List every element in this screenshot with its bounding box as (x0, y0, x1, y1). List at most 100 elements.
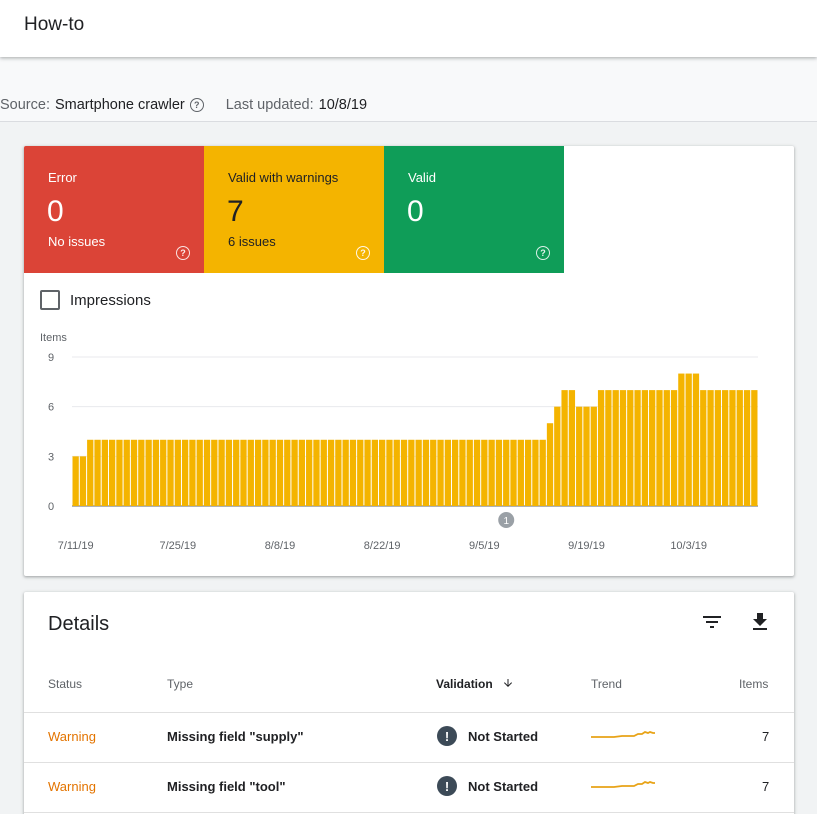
last-updated-label: Last updated: (225, 97, 314, 113)
items-cell: 7 (762, 779, 770, 794)
bar (568, 390, 576, 506)
bar (495, 439, 503, 506)
bar (364, 439, 371, 506)
bar (247, 439, 254, 506)
column-validation[interactable]: Validation (436, 677, 514, 691)
help-icon[interactable]: ? (176, 246, 190, 260)
impressions-toggle[interactable]: Impressions (40, 290, 151, 310)
bar (678, 373, 685, 506)
divider (24, 712, 794, 713)
help-icon[interactable]: ? (536, 246, 550, 260)
tile-label: Valid with warnings (228, 170, 339, 185)
bar (685, 373, 692, 506)
x-tick-label: 7/11/19 (58, 540, 94, 552)
x-tick-label: 10/3/19 (670, 540, 707, 552)
source-value: Smartphone crawler (54, 97, 185, 113)
bar (152, 439, 160, 506)
bar (546, 423, 554, 506)
bar (203, 439, 211, 506)
items-chart: Items 0 3 6 9 1 7/11/19 7/25/19 8/8/19 8/22/19 9/5… (40, 332, 758, 552)
bar (284, 439, 291, 506)
bar (561, 390, 568, 506)
bar (612, 390, 619, 506)
tile-valid[interactable]: Valid 0 ? (384, 146, 564, 273)
y-axis-label: Items (40, 332, 67, 344)
divider (24, 762, 794, 763)
y-tick-label: 6 (48, 402, 54, 414)
bar (670, 390, 678, 506)
info-bar: Source: Smartphone crawler ? Last update… (0, 57, 817, 122)
tile-error[interactable]: Error 0 No issues ? (24, 146, 204, 273)
bar (714, 390, 722, 506)
bar (167, 439, 174, 506)
bar (291, 439, 298, 506)
tile-valid-with-warnings[interactable]: Valid with warnings 7 6 issues ? (204, 146, 384, 273)
bar (466, 439, 473, 506)
bar (371, 439, 379, 506)
y-tick-label: 0 (48, 501, 54, 513)
help-icon[interactable]: ? (189, 98, 204, 112)
column-type[interactable]: Type (167, 677, 194, 691)
bar (269, 439, 276, 506)
download-icon[interactable] (748, 610, 772, 634)
bar (634, 390, 641, 506)
bar (408, 439, 415, 506)
bar (335, 439, 342, 506)
bar (605, 390, 612, 506)
bar (379, 439, 386, 506)
x-tick-label: 8/8/19 (265, 540, 296, 552)
column-status[interactable]: Status (48, 677, 83, 691)
bar (517, 439, 524, 506)
impressions-checkbox[interactable] (40, 290, 60, 310)
status-cell: Warning (48, 729, 96, 744)
bar (583, 406, 590, 506)
bar (576, 406, 583, 506)
bar (400, 439, 408, 506)
table-row[interactable]: Warning Missing field "tool" ! Not Start… (24, 762, 794, 812)
column-validation-label: Validation (436, 677, 493, 691)
tile-value: 0 (407, 195, 424, 228)
bar (196, 439, 203, 506)
bar (722, 390, 729, 506)
y-tick-label: 3 (48, 451, 54, 463)
table-row[interactable]: Warning Missing field "supply" ! Not Sta… (24, 712, 794, 762)
bar (590, 406, 597, 506)
bar (532, 439, 539, 506)
bar (145, 439, 152, 506)
column-trend[interactable]: Trend (591, 677, 622, 691)
status-cell: Warning (48, 779, 96, 794)
overview-card: Error 0 No issues ? Valid with warnings … (24, 146, 794, 576)
type-cell: Missing field "tool" (167, 779, 286, 794)
bar (430, 439, 437, 506)
source-label: Source: (0, 97, 50, 113)
tile-value: 0 (47, 195, 64, 228)
bar (451, 439, 459, 506)
page-title: How-to (24, 14, 85, 35)
bar (649, 390, 656, 506)
bar (240, 439, 247, 506)
bar (627, 390, 634, 506)
help-icon[interactable]: ? (356, 246, 370, 260)
bar (597, 390, 605, 506)
bar (707, 390, 714, 506)
bar (422, 439, 430, 506)
bar (743, 390, 751, 506)
bar (306, 439, 313, 506)
annotation-label: 1 (503, 516, 509, 527)
bar (298, 439, 306, 506)
y-tick-label: 9 (48, 352, 54, 364)
bar (254, 439, 262, 506)
app-bar: How-to (0, 0, 817, 57)
bar (736, 390, 743, 506)
bar (138, 439, 145, 506)
bar (218, 439, 225, 506)
bar (357, 439, 364, 506)
bar (116, 439, 123, 506)
column-items[interactable]: Items (739, 677, 769, 691)
alert-icon: ! (437, 726, 457, 746)
filter-icon[interactable] (700, 610, 724, 634)
bar (554, 406, 561, 506)
bar (539, 439, 546, 506)
x-tick-label: 8/22/19 (364, 540, 401, 552)
bar (503, 439, 510, 506)
